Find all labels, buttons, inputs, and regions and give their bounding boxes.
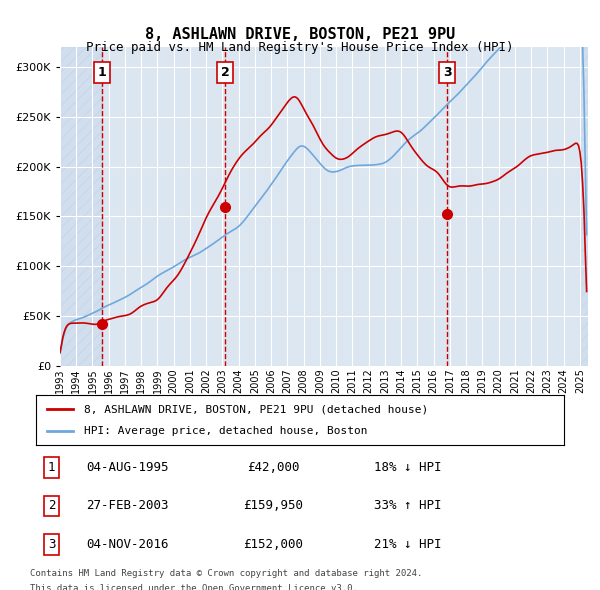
Text: 2: 2 (221, 66, 230, 79)
Text: £159,950: £159,950 (243, 499, 303, 513)
Text: 2: 2 (48, 499, 55, 513)
Bar (580, 47, 588, 366)
Text: HPI: Average price, detached house, Boston: HPI: Average price, detached house, Bost… (83, 427, 367, 437)
Text: 18% ↓ HPI: 18% ↓ HPI (374, 461, 442, 474)
Text: 3: 3 (443, 66, 452, 79)
Text: 1: 1 (98, 66, 106, 79)
Text: 04-NOV-2016: 04-NOV-2016 (86, 537, 169, 551)
Text: 04-AUG-1995: 04-AUG-1995 (86, 461, 169, 474)
Text: Price paid vs. HM Land Registry's House Price Index (HPI): Price paid vs. HM Land Registry's House … (86, 41, 514, 54)
Text: Contains HM Land Registry data © Crown copyright and database right 2024.: Contains HM Land Registry data © Crown c… (30, 569, 422, 578)
Text: This data is licensed under the Open Government Licence v3.0.: This data is licensed under the Open Gov… (30, 584, 358, 590)
Text: 33% ↑ HPI: 33% ↑ HPI (374, 499, 442, 513)
Bar (60, 47, 102, 366)
Text: 8, ASHLAWN DRIVE, BOSTON, PE21 9PU (detached house): 8, ASHLAWN DRIVE, BOSTON, PE21 9PU (deta… (83, 404, 428, 414)
Text: 21% ↓ HPI: 21% ↓ HPI (374, 537, 442, 551)
Text: 1: 1 (48, 461, 55, 474)
Text: £152,000: £152,000 (243, 537, 303, 551)
Bar (60, 47, 102, 366)
Text: £42,000: £42,000 (247, 461, 299, 474)
Text: 3: 3 (48, 537, 55, 551)
Text: 27-FEB-2003: 27-FEB-2003 (86, 499, 169, 513)
Text: 8, ASHLAWN DRIVE, BOSTON, PE21 9PU: 8, ASHLAWN DRIVE, BOSTON, PE21 9PU (145, 27, 455, 41)
